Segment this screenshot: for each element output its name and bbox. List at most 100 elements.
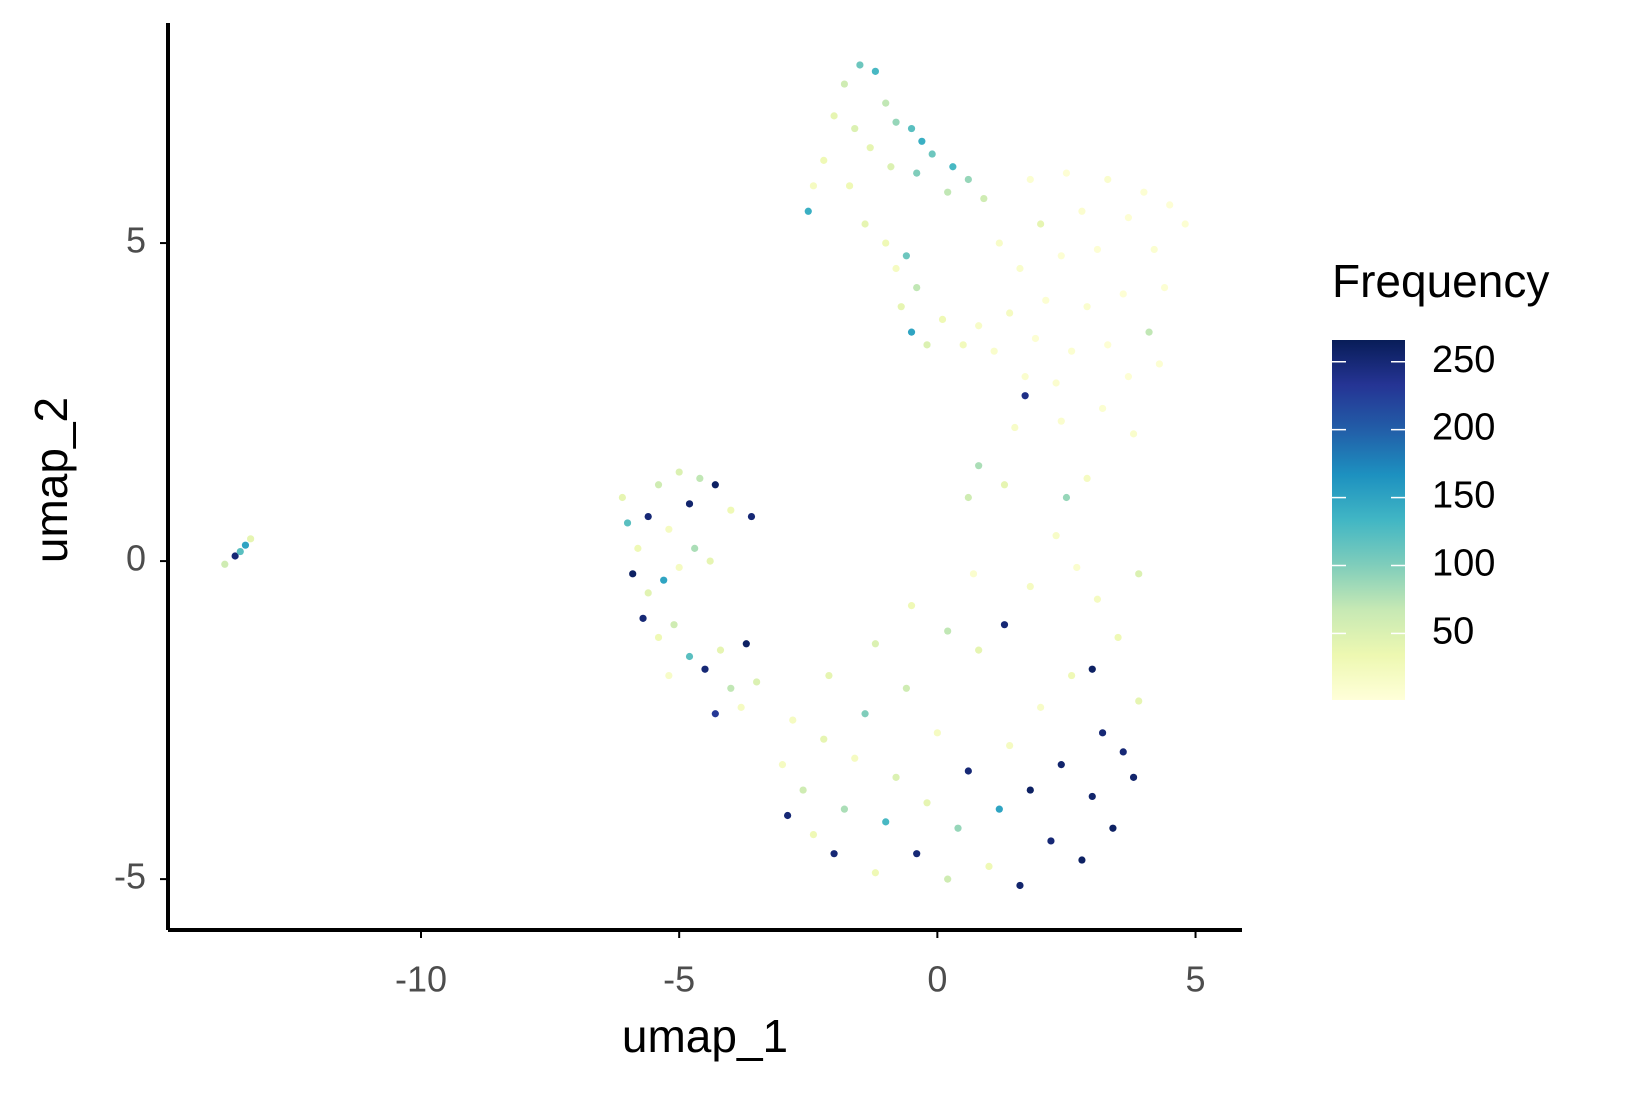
point <box>949 163 957 171</box>
point <box>1093 245 1102 254</box>
point <box>1016 881 1024 890</box>
point <box>923 341 931 349</box>
point <box>851 124 859 133</box>
point <box>221 560 229 568</box>
point <box>675 563 683 572</box>
point <box>654 481 663 489</box>
point <box>784 811 792 820</box>
point <box>623 519 632 527</box>
point <box>882 239 890 247</box>
colorbar-tick-label: 200 <box>1432 407 1495 449</box>
y-tick-label: 5 <box>126 220 146 261</box>
point <box>1068 671 1076 680</box>
point <box>882 818 890 826</box>
point <box>1083 303 1091 311</box>
point <box>1062 169 1071 177</box>
point <box>964 175 972 184</box>
point <box>1078 856 1086 864</box>
x-tick-label: 0 <box>927 959 947 1000</box>
x-axis-label: umap_1 <box>622 1010 788 1062</box>
point <box>1078 207 1086 215</box>
point <box>1021 373 1029 381</box>
point <box>820 156 828 164</box>
point <box>1052 532 1060 540</box>
point <box>892 118 900 126</box>
point <box>913 850 921 858</box>
x-tick-label: -10 <box>395 959 447 1000</box>
point <box>975 646 983 654</box>
point <box>851 754 859 762</box>
point <box>1047 837 1055 845</box>
point <box>701 665 709 673</box>
point <box>845 182 854 190</box>
legend-title: Frequency <box>1332 255 1549 307</box>
point <box>1000 621 1009 629</box>
point <box>1098 729 1107 737</box>
point <box>830 112 838 120</box>
point <box>1052 379 1060 387</box>
point <box>1109 824 1117 832</box>
point <box>241 541 250 549</box>
point <box>629 570 637 578</box>
point <box>644 512 652 521</box>
point <box>871 869 879 877</box>
point <box>902 684 910 692</box>
point <box>727 684 735 692</box>
y-axis-label: umap_2 <box>25 397 77 563</box>
point <box>804 207 812 215</box>
y-tick-label: 0 <box>126 538 146 579</box>
point <box>1129 773 1138 781</box>
point <box>1104 175 1112 184</box>
point <box>1124 214 1133 222</box>
point <box>1160 283 1169 292</box>
point <box>1135 570 1143 578</box>
colorbar-tick-label: 250 <box>1432 339 1495 381</box>
point <box>685 500 694 508</box>
point <box>1145 328 1153 336</box>
point <box>1098 404 1107 413</box>
point <box>1088 665 1096 673</box>
point <box>236 547 244 556</box>
point <box>670 621 678 629</box>
point <box>1057 417 1065 425</box>
point <box>990 347 998 355</box>
point <box>737 703 745 711</box>
point <box>644 589 652 597</box>
point <box>923 799 931 807</box>
y-tick-label: -5 <box>114 856 146 897</box>
point <box>928 150 936 158</box>
point <box>675 468 683 476</box>
point <box>1129 430 1138 438</box>
point <box>1037 703 1045 711</box>
point <box>1150 245 1158 254</box>
point <box>938 315 947 323</box>
point <box>840 805 849 813</box>
point <box>1073 563 1081 572</box>
point <box>1026 786 1034 794</box>
point <box>1088 792 1096 801</box>
point <box>969 570 978 578</box>
point <box>820 735 828 743</box>
point <box>711 481 719 489</box>
point <box>1155 360 1163 368</box>
point <box>902 252 910 260</box>
point <box>1026 175 1034 184</box>
point <box>706 557 714 565</box>
point <box>1006 309 1014 317</box>
point <box>1057 761 1065 769</box>
point <box>1057 252 1065 260</box>
point <box>995 239 1003 247</box>
point <box>892 264 900 273</box>
point <box>964 767 972 775</box>
point <box>1062 493 1071 502</box>
point <box>660 576 668 584</box>
point <box>861 220 869 228</box>
point <box>665 525 673 533</box>
point <box>913 169 921 177</box>
point <box>1114 633 1122 642</box>
point <box>231 552 239 560</box>
point <box>866 144 874 152</box>
point <box>1011 423 1019 432</box>
point <box>954 824 962 832</box>
point <box>809 830 818 839</box>
